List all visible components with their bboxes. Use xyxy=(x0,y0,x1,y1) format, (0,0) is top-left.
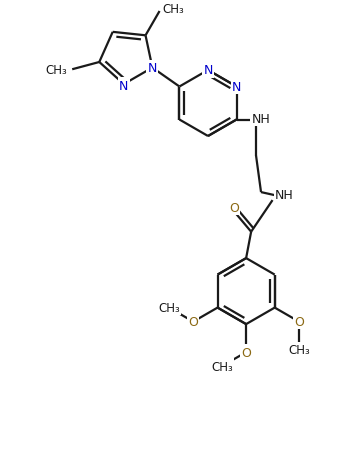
Text: N: N xyxy=(232,81,241,94)
Text: NH: NH xyxy=(252,113,271,126)
Text: N: N xyxy=(148,62,157,75)
Text: CH₃: CH₃ xyxy=(288,343,310,356)
Text: CH₃: CH₃ xyxy=(211,360,233,373)
Text: CH₃: CH₃ xyxy=(162,3,184,15)
Text: O: O xyxy=(294,315,304,328)
Text: N: N xyxy=(119,79,128,92)
Text: CH₃: CH₃ xyxy=(46,64,67,77)
Text: N: N xyxy=(203,64,213,77)
Text: CH₃: CH₃ xyxy=(158,301,180,314)
Text: O: O xyxy=(241,346,251,359)
Text: O: O xyxy=(188,315,198,328)
Text: O: O xyxy=(229,201,239,214)
Text: NH: NH xyxy=(275,188,294,201)
